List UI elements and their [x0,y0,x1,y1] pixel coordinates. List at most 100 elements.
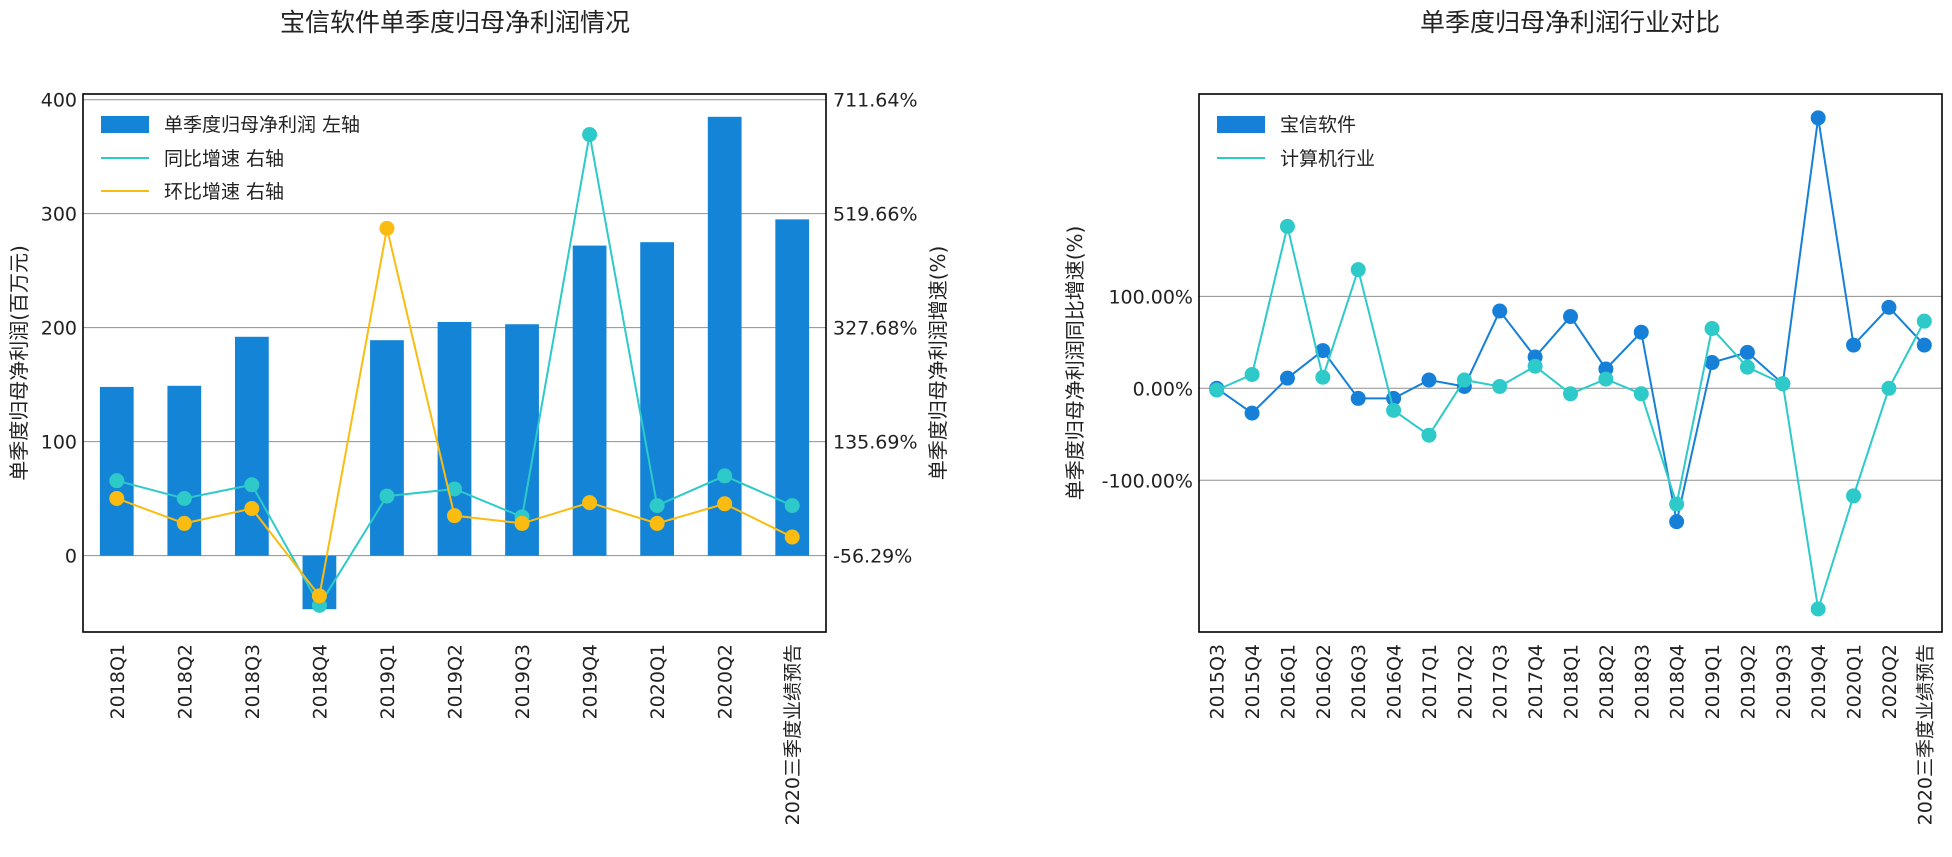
x-tick-label: 2018Q2 [174,644,196,719]
legend-label-bar: 单季度归母净利润 左轴 [164,114,360,136]
company-point [1810,110,1826,126]
x-tick-label: 2019Q1 [1702,644,1724,719]
left-y2-ticks: -56.29% 135.69% 327.68% 519.66% 711.64% [833,90,918,568]
x-tick-label: 2020三季度业绩预告 [1914,644,1936,825]
qoq-point [649,515,665,531]
left-plot-frame [82,93,827,633]
bar [370,340,404,556]
x-tick-label: 2020Q1 [1844,644,1866,719]
company-point [1244,405,1260,421]
yoy-point [784,498,800,514]
x-tick-label: 2018Q1 [1561,644,1583,719]
y-tick-label: 100 [41,432,77,454]
y-tick-label: 0 [65,546,77,568]
x-tick-label: 2019Q2 [445,644,467,719]
y2-tick-label: 711.64% [833,90,918,112]
x-tick-label: 2017Q1 [1419,644,1441,719]
company-point [1492,303,1508,319]
y-tick-label: -100.00% [1102,470,1193,492]
company-point [1739,344,1755,360]
x-tick-label: 2020Q1 [647,644,669,719]
right-x-ticks: 2015Q3 2015Q4 2016Q1 2016Q2 2016Q3 2016Q4 2017… [1207,644,1937,825]
x-tick-label: 2017Q2 [1454,644,1476,719]
bar [99,386,134,556]
x-tick-label: 2015Q4 [1242,644,1264,719]
industry-point [1881,380,1897,396]
y-tick-label: 200 [41,318,77,340]
qoq-point [176,515,192,531]
x-tick-label: 2018Q3 [1631,644,1653,719]
x-tick-label: 2019Q3 [512,644,534,719]
x-tick-label: 2016Q2 [1313,644,1335,719]
industry-point [1739,359,1755,375]
industry-point [1421,427,1437,443]
industry-point [1916,313,1932,329]
industry-point [1527,358,1543,374]
yoy-point [447,481,462,497]
industry-point [1563,386,1578,402]
x-tick-label: 2016Q3 [1348,644,1370,719]
industry-point [1810,601,1826,617]
company-point [1846,337,1862,353]
qoq-point [311,588,327,604]
qoq-point [514,515,530,531]
yoy-point [649,498,665,514]
company-point [1881,299,1897,315]
industry-point [1456,372,1472,388]
x-tick-label: 2018Q1 [107,644,129,719]
x-tick-label: 2016Q4 [1384,644,1406,719]
left-y-ticks: 0 100 200 300 400 [41,90,77,568]
yoy-point [244,477,260,493]
company-point [1279,370,1295,386]
qoq-point [109,490,125,506]
yoy-point [717,468,733,484]
qoq-point [244,501,260,517]
industry-point [1209,382,1225,398]
company-point [1315,343,1331,359]
industry-point [1350,262,1366,278]
y-tick-label: 400 [41,90,77,112]
company-point [1669,514,1685,530]
x-tick-label: 2016Q1 [1277,644,1299,719]
industry-point [1598,371,1614,387]
right-plot-frame [1198,93,1943,633]
y-tick-label: 0.00% [1133,378,1193,400]
bar [234,336,269,556]
right-lines [1209,110,1932,617]
legend-label-industry: 计算机行业 [1280,148,1375,170]
left-chart-title: 宝信软件单季度归母净利润情况 [280,8,630,37]
x-tick-label: 2019Q2 [1737,644,1759,719]
qoq-point [582,495,598,511]
company-point [1916,337,1932,353]
x-tick-label: 2018Q4 [309,644,331,719]
industry-point [1492,378,1508,394]
x-tick-label: 2018Q3 [242,644,264,719]
x-tick-label: 2020Q2 [1879,644,1901,719]
company-point [1350,390,1366,406]
x-tick-label: 2019Q1 [377,644,399,719]
legend-label-yoy: 同比增速 右轴 [164,148,284,170]
yoy-point [176,490,192,506]
right-legend: 宝信软件 计算机行业 [1217,114,1375,170]
y2-tick-label: 327.68% [833,318,918,340]
y2-tick-label: 519.66% [833,204,918,226]
company-point [1563,309,1578,325]
legend-label-company: 宝信软件 [1280,114,1356,136]
y-tick-label: 300 [41,204,77,226]
company-point [1633,324,1649,340]
industry-point [1315,369,1331,385]
right-chart-title: 单季度归母净利润行业对比 [1420,8,1720,37]
x-tick-label: 2017Q3 [1490,644,1512,719]
y2-tick-label: -56.29% [833,546,912,568]
right-y-axis-label: 单季度归母净利润同比增速(%) [1063,226,1087,501]
left-x-ticks: 2018Q1 2018Q2 2018Q3 2018Q4 2019Q1 2019Q2 2019… [107,644,804,825]
legend-swatch-bar [101,116,149,133]
right-chart: 单季度归母净利润行业对比 -100.00% 0.00% 100.00% 2015Q3… [1063,8,1943,825]
x-tick-label: 2019Q4 [580,644,602,719]
yoy-point [582,127,598,143]
x-tick-label: 2020Q2 [715,644,737,719]
y2-tick-label: 135.69% [833,432,918,454]
left-lines [109,127,800,613]
company-point [1704,355,1720,371]
qoq-point [784,529,800,545]
